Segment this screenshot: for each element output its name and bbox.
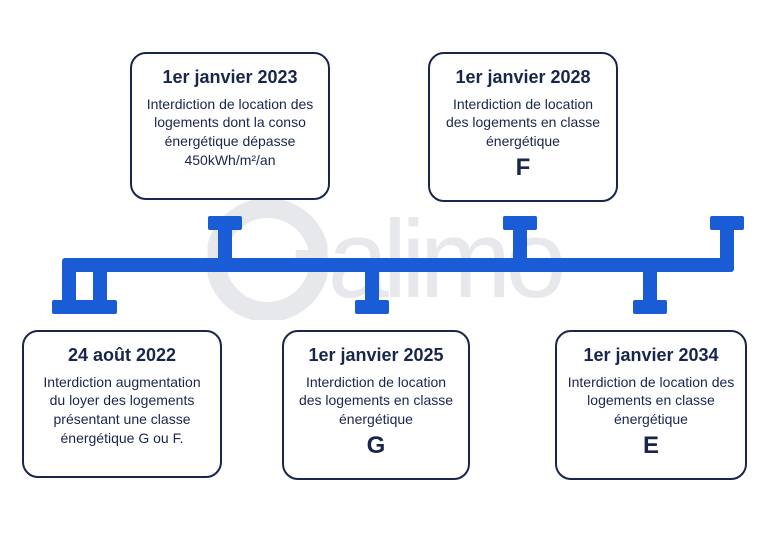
- event-desc: Interdiction de location des logements e…: [567, 373, 735, 430]
- event-box-2034-01: 1er janvier 2034 Interdiction de locatio…: [555, 330, 747, 480]
- event-title: 24 août 2022: [34, 344, 210, 367]
- event-desc: Interdiction de location des logements e…: [294, 373, 458, 430]
- event-box-2022-08: 24 août 2022 Interdiction augmentation d…: [22, 330, 222, 478]
- event-big: G: [294, 433, 458, 459]
- timeline-start-cap: [52, 300, 86, 314]
- event-desc: Interdiction augmentation du loyer des l…: [34, 373, 210, 449]
- event-big: E: [567, 433, 735, 459]
- cap-evt-2023-01: [208, 216, 242, 230]
- event-title: 1er janvier 2023: [142, 66, 318, 89]
- cap-evt-2028-01: [503, 216, 537, 230]
- event-box-2023-01: 1er janvier 2023 Interdiction de locatio…: [130, 52, 330, 200]
- event-box-2028-01: 1er janvier 2028 Interdiction de locatio…: [428, 52, 618, 202]
- timeline-infographic: alimo 24 août 2022 Interdiction augmenta…: [0, 0, 768, 543]
- event-big: F: [440, 155, 606, 181]
- event-box-2025-01: 1er janvier 2025 Interdiction de locatio…: [282, 330, 470, 480]
- event-desc: Interdiction de location des logements d…: [142, 95, 318, 171]
- event-title: 1er janvier 2025: [294, 344, 458, 367]
- cap-evt-2034-01: [633, 300, 667, 314]
- event-title: 1er janvier 2034: [567, 344, 735, 367]
- timeline-end-cap: [710, 216, 744, 230]
- event-desc: Interdiction de location des logements e…: [440, 95, 606, 152]
- timeline-bar: [62, 258, 734, 272]
- cap-evt-2025-01: [355, 300, 389, 314]
- cap-evt-2022-08: [83, 300, 117, 314]
- event-title: 1er janvier 2028: [440, 66, 606, 89]
